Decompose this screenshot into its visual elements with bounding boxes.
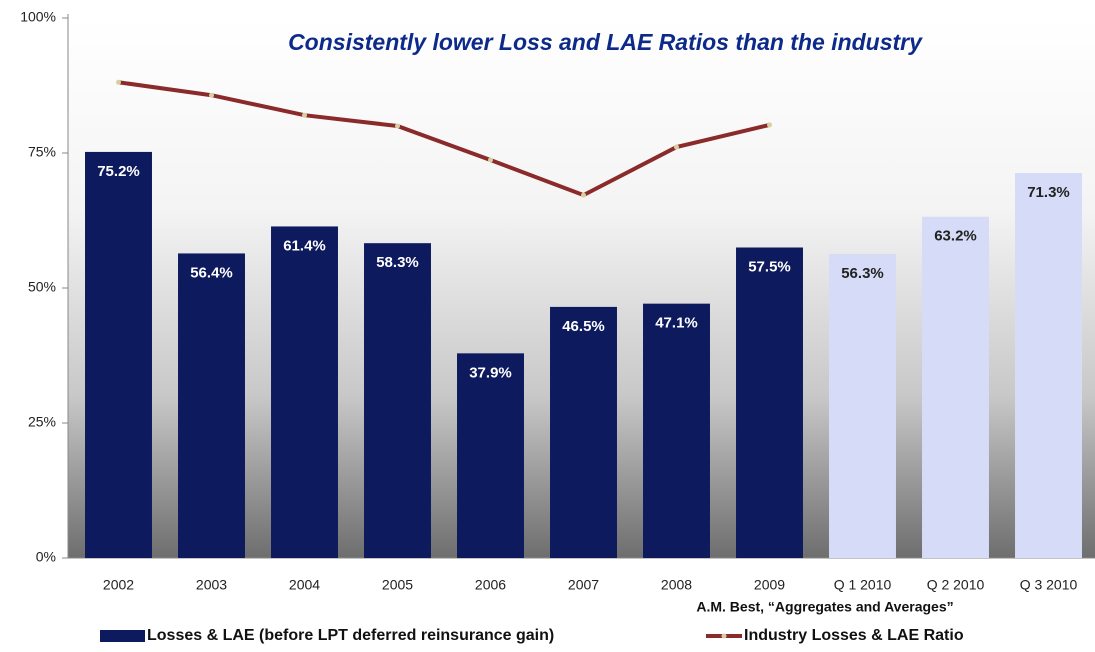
value-label: 75.2%	[97, 163, 140, 180]
value-label: 46.5%	[562, 318, 605, 335]
value-label: 63.2%	[934, 228, 977, 245]
y-tick-label: 0%	[36, 549, 56, 565]
bar	[550, 306, 617, 558]
bar	[1015, 172, 1082, 559]
value-label: 47.1%	[655, 315, 698, 332]
line	[118, 80, 770, 198]
bar	[922, 216, 989, 558]
x-tick-label: Q 1 2010	[834, 577, 892, 593]
chart-title: Consistently lower Loss and LAE Ratios t…	[288, 29, 923, 55]
x-tick-label: 2009	[754, 577, 785, 593]
bar	[736, 247, 803, 558]
line-marker	[767, 122, 772, 128]
y-tick-label: 75%	[28, 144, 56, 160]
bar	[178, 253, 245, 558]
y-tick-label: 100%	[20, 9, 56, 25]
line-marker	[302, 112, 307, 118]
value-label: 56.3%	[841, 265, 884, 282]
x-tick-label: 2008	[661, 577, 692, 593]
bar	[271, 226, 338, 558]
bar	[829, 253, 896, 559]
y-tick-label: 25%	[28, 414, 56, 430]
x-tick-label: 2004	[289, 577, 320, 593]
legend-marker	[721, 633, 727, 639]
legend-label: Losses & LAE (before LPT deferred reinsu…	[147, 627, 554, 644]
line-marker	[116, 79, 121, 85]
legend-label: Industry Losses & LAE Ratio	[744, 627, 964, 644]
line-marker	[209, 92, 214, 98]
line-marker	[674, 144, 679, 150]
value-label: 57.5%	[748, 258, 791, 275]
bar	[457, 353, 524, 558]
value-label: 61.4%	[283, 237, 326, 254]
y-tick-label: 50%	[28, 279, 56, 295]
x-tick-label: 2003	[196, 577, 227, 593]
value-label: 56.4%	[190, 264, 233, 281]
bar	[643, 303, 710, 558]
bar	[364, 243, 431, 558]
x-tick-label: Q 3 2010	[1020, 577, 1078, 593]
x-tick-label: 2007	[568, 577, 599, 593]
x-tick-label: 2002	[103, 577, 134, 593]
value-label: 37.9%	[469, 364, 512, 381]
line-marker	[395, 123, 400, 129]
x-tick-label: 2005	[382, 577, 413, 593]
source-note: A.M. Best, “Aggregates and Averages”	[696, 599, 953, 615]
line-marker	[581, 192, 586, 198]
line-marker	[488, 157, 493, 163]
legend-swatch	[100, 630, 145, 642]
value-label: 71.3%	[1027, 184, 1070, 201]
value-label: 58.3%	[376, 254, 419, 271]
x-tick-label: Q 2 2010	[927, 577, 985, 593]
x-tick-label: 2006	[475, 577, 506, 593]
bar	[85, 151, 152, 559]
